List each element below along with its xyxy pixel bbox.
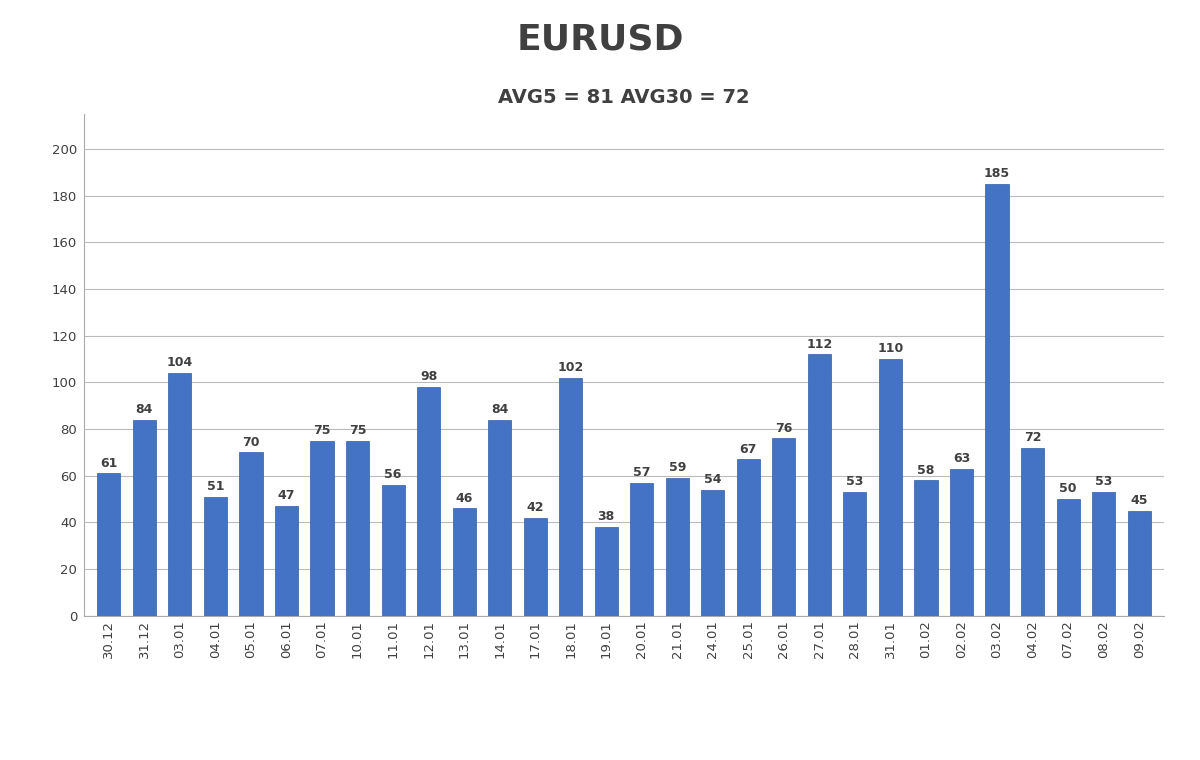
Bar [133,420,156,616]
Text: 70: 70 [242,435,259,449]
Bar [1021,448,1044,616]
Text: 56: 56 [384,468,402,481]
Bar [914,480,937,616]
Bar [1128,511,1151,616]
Text: 38: 38 [598,511,614,524]
Text: 58: 58 [917,464,935,477]
Text: EURUSD: EURUSD [516,23,684,57]
Bar [595,527,618,616]
Text: 42: 42 [527,501,544,514]
Text: 51: 51 [206,480,224,493]
Text: 45: 45 [1130,494,1148,507]
Bar [950,469,973,616]
Bar [311,441,334,616]
Bar [168,373,192,616]
Text: 53: 53 [846,476,864,489]
Bar [1092,492,1115,616]
Text: 57: 57 [634,466,650,479]
Bar [346,441,370,616]
Text: 72: 72 [1024,431,1042,444]
Bar [878,359,902,616]
Bar [418,387,440,616]
Text: 🧍: 🧍 [49,714,60,732]
Text: 75: 75 [349,424,366,437]
Text: 50: 50 [1060,483,1076,496]
Text: 185: 185 [984,167,1010,180]
Text: 102: 102 [558,361,584,374]
Text: 76: 76 [775,422,792,435]
Bar [523,518,547,616]
Text: ⚙: ⚙ [34,713,53,733]
Text: 47: 47 [277,489,295,502]
Text: 46: 46 [456,492,473,505]
Bar [808,354,830,616]
Text: 110: 110 [877,343,904,356]
Text: 63: 63 [953,452,970,465]
Bar [1056,499,1080,616]
Text: 84: 84 [491,403,509,416]
Text: 75: 75 [313,424,331,437]
Bar [559,378,582,616]
Bar [666,478,689,616]
Bar [204,496,227,616]
Bar [97,473,120,616]
Title: AVG5 = 81 AVG30 = 72: AVG5 = 81 AVG30 = 72 [498,88,750,107]
Text: 98: 98 [420,370,437,384]
Text: 53: 53 [1094,476,1112,489]
Bar [737,459,760,616]
Bar [844,492,866,616]
Text: 61: 61 [100,457,118,470]
Text: 112: 112 [806,337,833,351]
Text: Instant Forex Trading: Instant Forex Trading [97,733,206,743]
Bar [382,485,404,616]
Text: instaforex: instaforex [97,706,200,724]
Bar [630,483,653,616]
Bar [701,489,725,616]
Text: 67: 67 [739,443,757,456]
Text: 59: 59 [668,461,686,474]
Text: 104: 104 [167,356,193,369]
Bar [452,508,475,616]
Text: 54: 54 [704,473,721,486]
Bar [985,184,1008,616]
Bar [275,506,298,616]
Bar [488,420,511,616]
Bar [773,439,796,616]
Text: 84: 84 [136,403,154,416]
Bar [240,452,263,616]
